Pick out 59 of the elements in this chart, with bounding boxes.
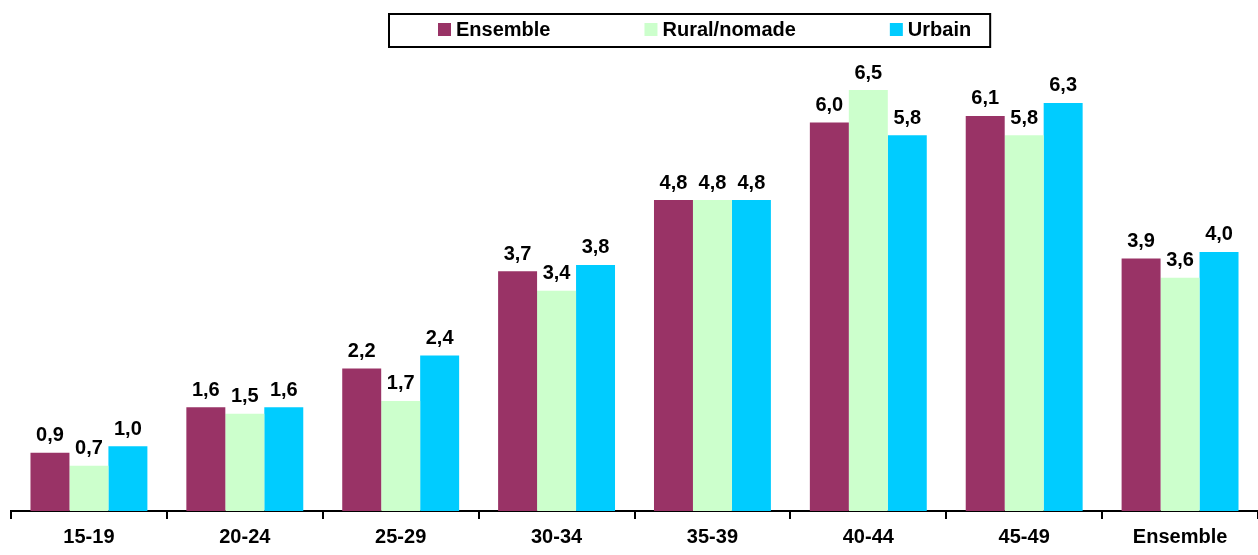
data-label: 1,7 xyxy=(386,371,415,394)
bar xyxy=(381,400,421,511)
x-tick-label: 25-29 xyxy=(375,524,427,547)
bar xyxy=(225,413,265,511)
bar xyxy=(498,271,538,511)
data-label: 6,5 xyxy=(854,60,883,83)
bar xyxy=(30,452,70,511)
data-label: 3,6 xyxy=(1166,248,1194,271)
bar xyxy=(186,407,226,511)
data-label: 2,2 xyxy=(347,339,376,362)
bar xyxy=(848,90,888,511)
bar xyxy=(420,355,460,511)
bar xyxy=(108,446,148,511)
data-label: 3,4 xyxy=(542,261,572,284)
data-label: 3,8 xyxy=(581,235,610,258)
bar xyxy=(653,200,693,511)
bar xyxy=(731,200,771,511)
bar xyxy=(576,264,616,511)
data-label: 1,6 xyxy=(191,377,220,400)
data-label: 4,8 xyxy=(698,170,727,193)
data-label: 0,9 xyxy=(36,423,64,446)
data-label: 5,8 xyxy=(1010,105,1039,128)
bar xyxy=(537,290,577,511)
data-label: 4,8 xyxy=(737,170,766,193)
data-label: 3,9 xyxy=(1127,228,1155,251)
bar xyxy=(1043,102,1083,511)
x-tick-label: Ensemble xyxy=(1132,524,1228,547)
bar xyxy=(1160,277,1200,511)
bar xyxy=(1199,251,1239,511)
data-label: 6,0 xyxy=(815,92,844,115)
legend-label: Rural/nomade xyxy=(662,18,796,41)
bar xyxy=(965,115,1005,511)
x-tick-label: 35-39 xyxy=(686,524,739,547)
data-label: 2,4 xyxy=(425,326,455,349)
x-tick-label: 30-34 xyxy=(530,524,584,547)
bar xyxy=(887,135,927,511)
legend-label: Ensemble xyxy=(456,18,551,41)
bar xyxy=(69,465,109,511)
x-tick-label: 15-19 xyxy=(63,524,115,547)
data-label: 0,7 xyxy=(75,436,103,459)
bar xyxy=(1004,135,1044,511)
bar xyxy=(692,200,732,511)
bar xyxy=(1121,258,1161,511)
data-label: 1,5 xyxy=(230,384,259,407)
x-tick-label: 20-24 xyxy=(219,524,272,547)
data-label: 4,0 xyxy=(1205,222,1233,245)
data-label: 6,3 xyxy=(1049,73,1078,96)
x-tick-label: 40-44 xyxy=(842,524,895,547)
data-label: 6,1 xyxy=(971,86,1000,109)
bar xyxy=(264,407,304,511)
x-tick-label: 45-49 xyxy=(998,524,1050,547)
data-label: 1,6 xyxy=(269,377,298,400)
bar xyxy=(809,122,849,511)
data-label: 3,7 xyxy=(503,241,532,264)
data-label: 1,0 xyxy=(114,416,142,439)
data-label: 4,8 xyxy=(659,170,688,193)
bar xyxy=(342,368,382,511)
data-label: 5,8 xyxy=(893,105,922,128)
legend-label: Urbain xyxy=(907,18,972,41)
